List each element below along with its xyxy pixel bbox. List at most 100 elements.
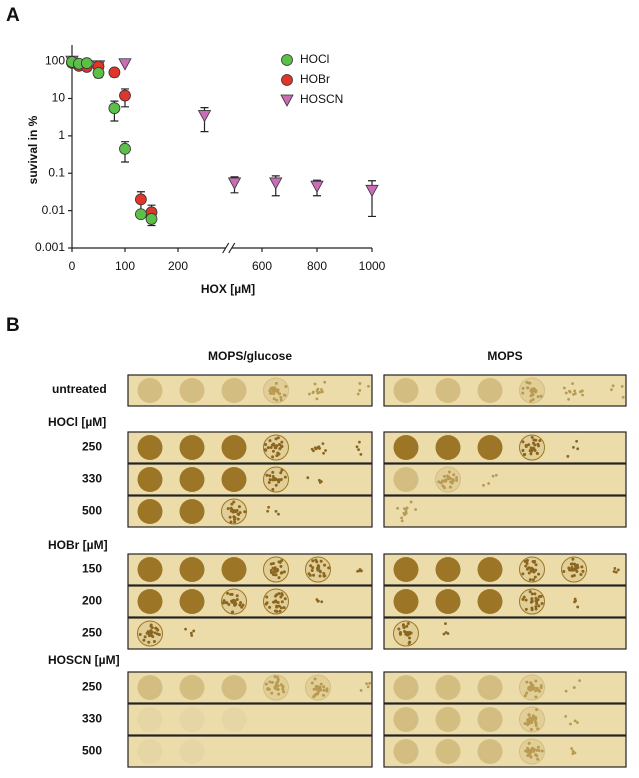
colony	[312, 687, 316, 691]
colony	[268, 478, 272, 482]
plate-frame	[383, 735, 627, 768]
plate	[383, 671, 627, 704]
point	[269, 177, 283, 190]
colony	[535, 754, 539, 758]
colony	[414, 508, 418, 511]
colony	[536, 757, 540, 761]
colony	[407, 641, 411, 645]
colony	[407, 630, 411, 634]
colony	[525, 380, 529, 384]
colony	[521, 386, 525, 390]
colony	[573, 392, 577, 395]
colony	[445, 474, 449, 478]
colony	[270, 691, 274, 695]
spot	[435, 557, 461, 582]
colony	[318, 570, 322, 574]
plate-frame	[127, 735, 373, 768]
colony	[534, 563, 538, 567]
colony	[530, 435, 534, 439]
colony	[278, 392, 282, 396]
colony	[308, 392, 311, 396]
colony	[534, 607, 538, 611]
colony	[269, 568, 273, 572]
colony	[316, 564, 320, 568]
colony	[532, 747, 536, 751]
colony	[279, 471, 283, 475]
colony	[530, 716, 534, 720]
spot	[221, 435, 247, 460]
colony	[156, 628, 160, 632]
panel-label: B	[6, 315, 20, 336]
colony	[528, 748, 532, 752]
point	[118, 58, 132, 71]
colony	[232, 500, 236, 504]
colony	[233, 520, 237, 524]
colony	[276, 388, 280, 392]
spot	[179, 378, 205, 403]
x-tick-label: 800	[307, 259, 327, 273]
colony	[573, 562, 577, 566]
colony	[531, 559, 535, 563]
colony	[455, 478, 459, 482]
colony	[359, 688, 363, 692]
colony	[243, 510, 247, 514]
point	[80, 57, 93, 70]
colony	[276, 601, 280, 605]
colony	[529, 727, 533, 731]
colony	[580, 565, 584, 569]
colony	[527, 741, 531, 745]
colony	[405, 624, 409, 628]
colony	[537, 572, 541, 576]
colony	[322, 688, 326, 692]
colony	[537, 604, 541, 608]
colony	[275, 454, 279, 458]
colony	[528, 716, 532, 720]
colony	[570, 566, 574, 570]
colony	[324, 449, 327, 452]
row-label: 250	[82, 626, 102, 640]
colony	[153, 631, 157, 635]
colony	[316, 567, 320, 571]
colony	[451, 478, 455, 482]
colony	[238, 603, 242, 607]
row-label: 330	[82, 712, 102, 726]
colony	[529, 681, 533, 685]
colony	[528, 590, 532, 594]
colony	[271, 449, 275, 453]
colony	[320, 390, 324, 394]
colony	[271, 572, 275, 576]
colony	[524, 749, 528, 753]
spot	[221, 675, 247, 700]
colony	[274, 381, 278, 385]
point	[119, 89, 131, 102]
point	[134, 208, 147, 221]
spot	[137, 675, 163, 700]
plate-frame	[383, 431, 627, 464]
colony	[530, 448, 534, 452]
x-tick-label: 0	[69, 259, 76, 273]
spot	[435, 675, 461, 700]
colony	[368, 681, 372, 685]
colony	[268, 605, 272, 609]
colony	[535, 708, 539, 712]
plate-frame	[383, 671, 627, 704]
colony	[572, 686, 576, 690]
colony	[264, 442, 268, 446]
colony	[447, 470, 451, 474]
colony	[437, 480, 441, 484]
colony	[268, 439, 272, 443]
colony	[318, 574, 322, 578]
plate	[383, 374, 627, 407]
plate	[383, 735, 627, 768]
colony	[539, 394, 543, 398]
colony	[264, 602, 268, 606]
colony	[536, 598, 540, 602]
colony	[523, 694, 527, 698]
colony	[527, 713, 531, 717]
colony	[307, 572, 311, 576]
spot	[393, 557, 419, 582]
group-label: HOSCN [µM]	[48, 653, 120, 667]
spot	[179, 589, 205, 614]
colony	[271, 475, 275, 479]
spot	[477, 739, 503, 764]
